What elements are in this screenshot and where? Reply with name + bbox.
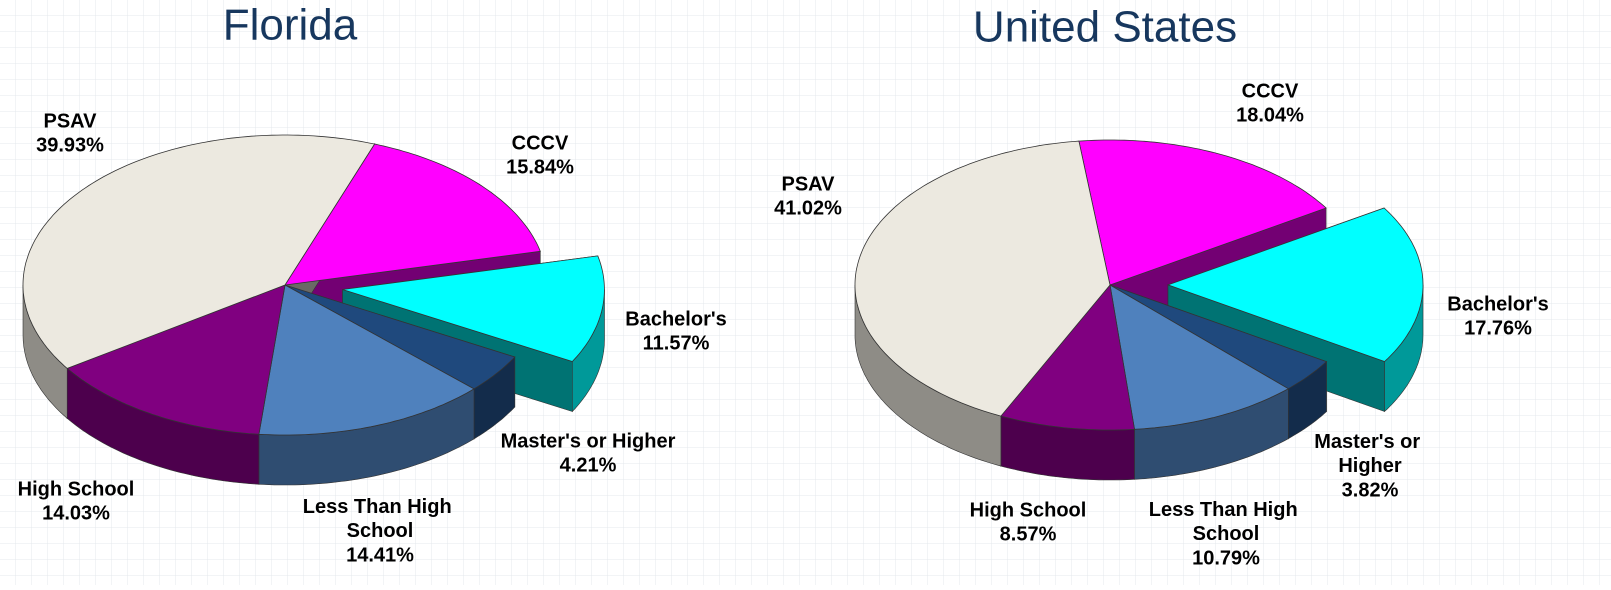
pie-chart — [854, 139, 1424, 481]
slice — [284, 143, 541, 286]
pie-chart — [22, 134, 605, 486]
label-line: Higher — [1338, 455, 1402, 477]
slice-value-label: 41.02% — [774, 197, 842, 219]
slice — [1166, 207, 1424, 362]
slice — [66, 284, 286, 435]
slice — [342, 255, 605, 362]
slice-value-label: 4.21% — [560, 454, 617, 476]
slice-value-label: 10.79% — [1192, 547, 1260, 569]
label-line: Master's or — [1314, 431, 1425, 453]
slice-value-label: 14.41% — [346, 544, 414, 566]
slice — [1000, 284, 1135, 431]
slice — [22, 134, 376, 369]
slice-value-label: 39.93% — [36, 134, 104, 156]
slice-value-label: 15.84% — [506, 156, 574, 178]
slice — [1078, 139, 1327, 286]
slice-label: High School — [970, 499, 1087, 521]
slice-label: CCCV — [512, 132, 569, 154]
slice-label: CCCV — [1242, 80, 1299, 102]
slice-label: PSAV — [782, 173, 836, 195]
chart-title: Florida — [223, 1, 358, 50]
slice-value-label: 8.57% — [1000, 523, 1057, 545]
label-line: School — [1193, 523, 1260, 545]
slice-label: High School — [18, 478, 135, 500]
slice — [1109, 284, 1290, 430]
label-line: Less Than High — [1149, 499, 1303, 521]
slice-label: Less Than High School — [303, 496, 457, 542]
slice-value-label: 17.76% — [1464, 317, 1532, 339]
slice — [1109, 284, 1328, 390]
slice — [258, 284, 475, 436]
slice-value-label: 14.03% — [42, 502, 110, 524]
slice-value-label: 3.82% — [1342, 479, 1399, 501]
label-line: School — [347, 520, 414, 542]
slice-label: PSAV — [44, 110, 98, 132]
slice-label: Bachelor's — [1447, 293, 1548, 315]
slice-label: Less Than High School — [1149, 499, 1303, 545]
slice-value-label: 18.04% — [1236, 104, 1304, 126]
slice — [284, 284, 516, 390]
slice-value-label: 11.57% — [643, 332, 710, 354]
slice-label: Bachelor's — [625, 308, 726, 330]
slice — [854, 140, 1111, 417]
slice-label: Master's or Higher — [501, 430, 676, 452]
slice-label: Master's or Higher — [1314, 431, 1425, 477]
chart-title: United States — [973, 3, 1237, 52]
label-line: Less Than High — [303, 496, 457, 518]
